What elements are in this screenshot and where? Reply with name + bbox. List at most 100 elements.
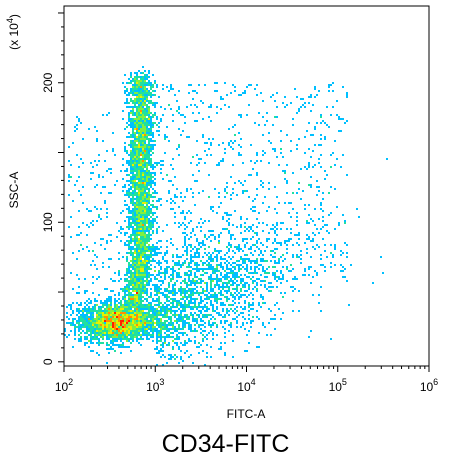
data-point	[154, 104, 156, 106]
data-point	[132, 262, 134, 264]
data-point	[144, 220, 146, 222]
data-point	[116, 180, 118, 182]
data-point	[136, 176, 138, 178]
data-point	[138, 116, 140, 118]
data-point	[90, 326, 92, 328]
data-point	[126, 312, 128, 314]
data-point	[142, 124, 144, 126]
data-point	[142, 102, 144, 104]
data-point	[230, 176, 232, 178]
data-point	[94, 324, 96, 326]
data-point	[172, 260, 174, 262]
data-point	[202, 316, 204, 318]
data-point	[92, 324, 94, 326]
data-point	[150, 96, 152, 98]
data-point	[196, 268, 198, 270]
data-point	[202, 308, 204, 310]
data-point	[228, 106, 230, 108]
data-point	[320, 258, 322, 260]
data-point	[120, 316, 122, 318]
data-point	[184, 216, 186, 218]
data-point	[250, 226, 252, 228]
data-point	[140, 216, 142, 218]
data-point	[142, 266, 144, 268]
data-point	[158, 248, 160, 250]
data-point	[202, 268, 204, 270]
data-point	[164, 274, 166, 276]
data-point	[296, 278, 298, 280]
data-point	[170, 274, 172, 276]
data-point	[138, 214, 140, 216]
data-point	[256, 258, 258, 260]
data-point	[200, 260, 202, 262]
data-point	[110, 172, 112, 174]
data-point	[154, 284, 156, 286]
data-point	[76, 292, 78, 294]
data-point	[132, 286, 134, 288]
data-point	[232, 84, 234, 86]
data-point	[142, 80, 144, 82]
data-point	[152, 132, 154, 134]
data-point	[164, 290, 166, 292]
data-point	[100, 318, 102, 320]
data-point	[148, 302, 150, 304]
data-point	[138, 320, 140, 322]
data-point	[182, 316, 184, 318]
data-point	[114, 306, 116, 308]
data-point	[178, 226, 180, 228]
data-point	[184, 280, 186, 282]
data-point	[132, 340, 134, 342]
data-point	[136, 256, 138, 258]
data-point	[262, 154, 264, 156]
data-point	[100, 192, 102, 194]
data-point	[146, 304, 148, 306]
data-point	[156, 242, 158, 244]
data-point	[116, 310, 118, 312]
data-point	[330, 114, 332, 116]
data-point	[106, 114, 108, 116]
data-point	[204, 330, 206, 332]
data-point	[142, 118, 144, 120]
data-point	[310, 110, 312, 112]
data-point	[72, 322, 74, 324]
data-point	[160, 322, 162, 324]
data-point	[144, 122, 146, 124]
data-point	[148, 190, 150, 192]
data-point	[188, 328, 190, 330]
data-point	[142, 232, 144, 234]
data-point	[176, 292, 178, 294]
data-point	[140, 120, 142, 122]
data-point	[160, 348, 162, 350]
data-point	[126, 314, 128, 316]
data-point	[80, 314, 82, 316]
data-point	[250, 160, 252, 162]
data-point	[146, 130, 148, 132]
data-point	[144, 264, 146, 266]
data-point	[134, 238, 136, 240]
data-point	[90, 334, 92, 336]
data-point	[218, 292, 220, 294]
data-point	[204, 290, 206, 292]
data-point	[244, 260, 246, 262]
data-point	[182, 222, 184, 224]
data-point	[386, 158, 388, 160]
data-point	[202, 320, 204, 322]
data-point	[130, 164, 132, 166]
data-point	[72, 252, 74, 254]
data-point	[138, 230, 140, 232]
data-point	[346, 244, 348, 246]
data-point	[176, 310, 178, 312]
data-point	[130, 186, 132, 188]
data-point	[118, 314, 120, 316]
data-point	[88, 298, 90, 300]
data-point	[120, 288, 122, 290]
data-point	[126, 170, 128, 172]
data-point	[86, 328, 88, 330]
data-point	[236, 286, 238, 288]
data-point	[216, 278, 218, 280]
data-point	[232, 276, 234, 278]
data-point	[176, 274, 178, 276]
data-point	[212, 308, 214, 310]
data-point	[112, 336, 114, 338]
data-point	[148, 332, 150, 334]
